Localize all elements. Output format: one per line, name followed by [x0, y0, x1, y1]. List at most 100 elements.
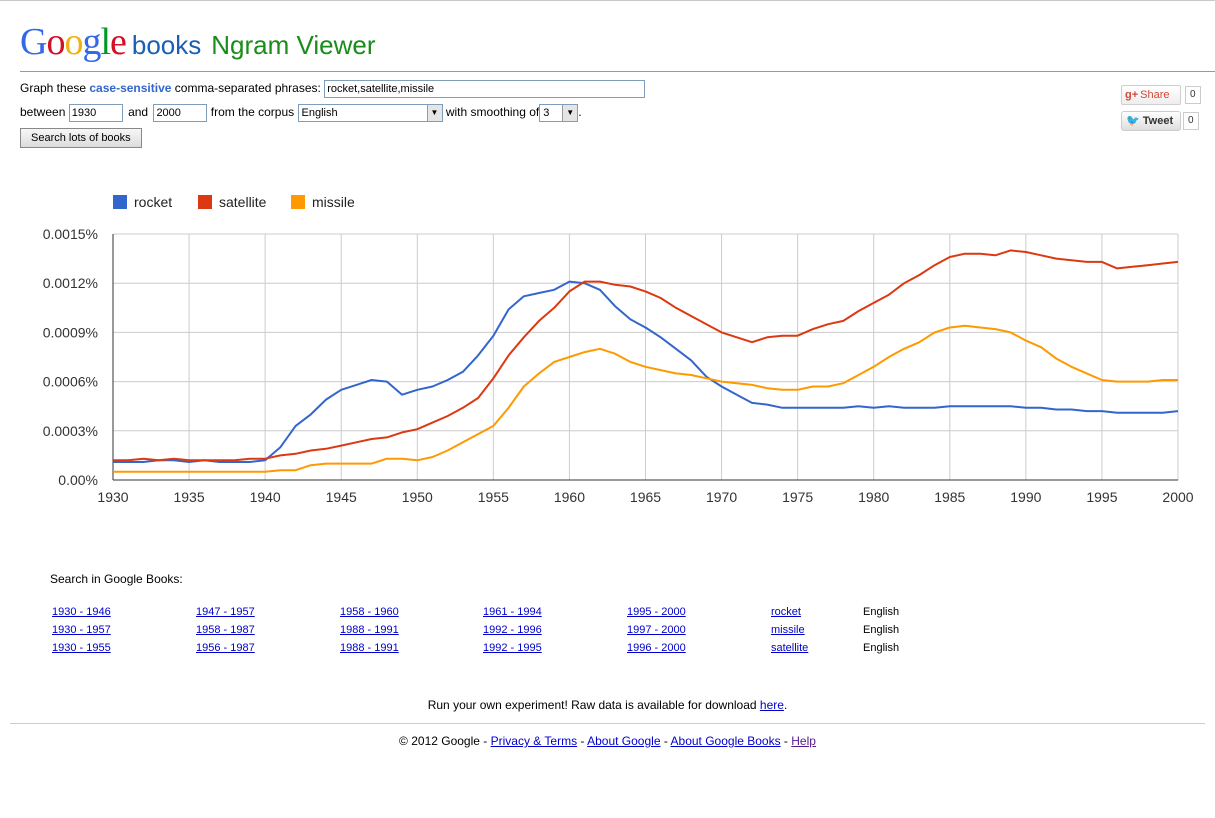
legend-label-rocket: rocket [134, 194, 172, 210]
google-letter: o [46, 21, 65, 63]
x-tick-label: 1945 [326, 489, 357, 505]
series-line-missile [113, 324, 1178, 473]
corpus-value: English [301, 107, 338, 119]
google-letter: g [82, 21, 101, 63]
google-letter: o [64, 21, 83, 63]
year-range-link[interactable]: 1988 - 1991 [340, 642, 399, 654]
top-border [0, 0, 1215, 1]
search-term-link[interactable]: rocket [771, 606, 801, 618]
smoothing-select[interactable]: 3 ▼ [539, 104, 579, 122]
x-tick-label: 1980 [858, 489, 889, 505]
graph-suffix-label: comma-separated phrases: [171, 81, 321, 96]
year-range-link[interactable]: 1995 - 2000 [627, 606, 686, 618]
chevron-down-icon: ▼ [426, 105, 442, 121]
privacy-terms-link[interactable]: Privacy & Terms [490, 734, 578, 748]
raw-data-note: Run your own experiment! Raw data is ava… [0, 698, 1215, 712]
ngram-viewer-title: Ngram Viewer [211, 30, 376, 60]
google-books-logo[interactable]: Google books Ngram Viewer [20, 20, 376, 64]
share-label: Share [1140, 89, 1170, 101]
search-links-cell: 1947 - 1957 [196, 603, 340, 621]
year-range-link[interactable]: 1930 - 1946 [52, 606, 111, 618]
raw-data-period: . [783, 698, 788, 712]
google-letter: e [110, 21, 127, 63]
chevron-down-icon: ▼ [562, 105, 578, 121]
search-links-cell: satellite [771, 639, 863, 657]
search-links-cell: 1992 - 1996 [483, 621, 627, 639]
legend-label-satellite: satellite [219, 194, 267, 210]
about-google-books-link[interactable]: About Google Books [670, 734, 781, 748]
sep: - [577, 734, 588, 748]
google-letter: l [100, 21, 111, 63]
year-range-link[interactable]: 1930 - 1955 [52, 642, 111, 654]
twitter-bird-icon: 🐦 [1126, 115, 1140, 127]
search-links-cell: 1956 - 1987 [196, 639, 340, 657]
year-range-link[interactable]: 1958 - 1960 [340, 606, 399, 618]
search-links-cell: 1961 - 1994 [483, 603, 627, 621]
x-tick-label: 1950 [402, 489, 433, 505]
search-links-cell: 1930 - 1955 [52, 639, 196, 657]
legend-swatch-missile [291, 195, 305, 209]
corpus-select[interactable]: English ▼ [297, 104, 443, 122]
about-google-link[interactable]: About Google [587, 734, 661, 748]
between-label: between [20, 105, 66, 120]
phrases-input[interactable]: rocket,satellite,missile [324, 80, 646, 98]
search-links-cell: 1988 - 1991 [340, 621, 483, 639]
search-links-cell: English [863, 603, 923, 621]
y-tick-label: 0.0009% [43, 324, 98, 340]
search-books-links: 1930 - 1946 1947 - 1957 1958 - 1960 1961 - … [52, 603, 923, 657]
legend-label-missile: missile [312, 194, 355, 210]
start-year-input[interactable]: 1930 [68, 104, 123, 122]
tweet-count: 0 [1183, 112, 1199, 130]
year-range-link[interactable]: 1958 - 1987 [196, 624, 255, 636]
year-range-link[interactable]: 1997 - 2000 [627, 624, 686, 636]
ngram-chart: 0.00% 0.0003% 0.0006% 0.0009% 0.0012% 0.0015%… [43, 194, 1194, 505]
sep: - [780, 734, 792, 748]
search-links-cell: 1997 - 2000 [627, 621, 771, 639]
search-books-button[interactable]: Search lots of books [20, 128, 142, 148]
help-link[interactable]: Help [791, 734, 816, 748]
x-tick-label: 1935 [173, 489, 204, 505]
search-links-cell: 1995 - 2000 [627, 603, 771, 621]
and-label: and [128, 105, 149, 120]
year-range-link[interactable]: 1961 - 1994 [483, 606, 542, 618]
phrases-row: Graph these case-sensitive comma-separat… [20, 80, 646, 98]
series-line-rocket [113, 280, 1179, 463]
search-links-cell: rocket [771, 603, 863, 621]
x-tick-label: 1995 [1086, 489, 1117, 505]
from-corpus-label: from the corpus [210, 105, 295, 120]
year-range-link[interactable]: 1996 - 2000 [627, 642, 686, 654]
share-count: 0 [1185, 86, 1201, 104]
google-plus-share-button[interactable]: g+ Share [1121, 85, 1181, 105]
search-links-row: 1930 - 1946 1947 - 1957 1958 - 1960 1961 - … [52, 603, 923, 621]
books-wordmark: books [131, 30, 202, 60]
year-range-link[interactable]: 1956 - 1987 [196, 642, 255, 654]
x-tick-label: 1985 [934, 489, 965, 505]
google-letter: G [20, 21, 47, 63]
search-term-link[interactable]: satellite [771, 642, 809, 654]
x-tick-label: 1930 [97, 489, 128, 505]
y-tick-label: 0.0003% [43, 423, 98, 439]
search-links-row: 1930 - 1957 1958 - 1987 1988 - 1991 1992 - … [52, 621, 923, 639]
footer: © 2012 Google - Privacy & Terms - About … [0, 734, 1215, 748]
search-term-link[interactable]: missile [771, 624, 805, 636]
legend-swatch-rocket [113, 195, 127, 209]
x-tick-label: 1970 [706, 489, 737, 505]
tweet-button[interactable]: 🐦 Tweet [1121, 111, 1181, 131]
year-range-link[interactable]: 1992 - 1996 [483, 624, 542, 636]
year-range-link[interactable]: 1930 - 1957 [52, 624, 111, 636]
raw-data-link[interactable]: here [759, 698, 784, 712]
y-tick-label: 0.00% [58, 472, 98, 488]
copyright: © 2012 Google - [399, 734, 491, 748]
year-range-link[interactable]: 1992 - 1995 [483, 642, 542, 654]
year-range-link[interactable]: 1947 - 1957 [196, 606, 255, 618]
x-tick-label: 1990 [1010, 489, 1041, 505]
search-links-cell: English [863, 621, 923, 639]
language-label: English [863, 642, 900, 654]
end-year-input[interactable]: 2000 [153, 104, 208, 122]
year-range-link[interactable]: 1988 - 1991 [340, 624, 399, 636]
graph-prefix-label: Graph these [20, 81, 90, 96]
case-sensitive-link[interactable]: case-sensitive [89, 81, 172, 96]
period: . [578, 105, 582, 120]
footer-divider [10, 723, 1205, 724]
x-tick-label: 1965 [630, 489, 661, 505]
